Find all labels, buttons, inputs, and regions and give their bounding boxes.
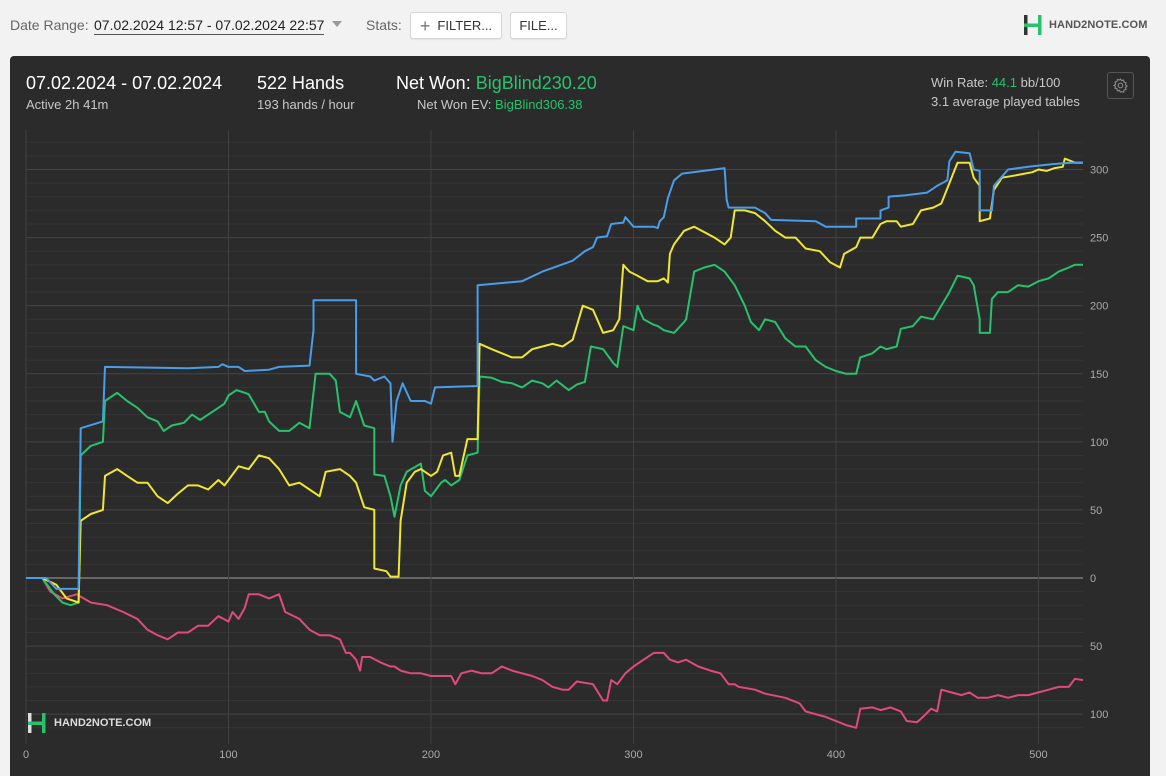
x-tick-label: 100 bbox=[219, 749, 237, 761]
plus-icon: + bbox=[419, 15, 431, 36]
date-summary: 07.02.2024 - 07.02.2024 bbox=[26, 73, 223, 93]
y-tick-label: 200 bbox=[1090, 301, 1108, 313]
settings-button[interactable] bbox=[1107, 72, 1134, 99]
win-rate: Win Rate: 44.1 bb/100 bbox=[931, 75, 1060, 90]
hands-count: 522 Hands bbox=[257, 73, 345, 93]
net-won-label: Net Won: bbox=[396, 73, 471, 93]
y-tick-label: 100 bbox=[1090, 437, 1108, 449]
y-tick-label: 100 bbox=[1090, 709, 1108, 721]
win-rate-value: 44.1 bbox=[991, 75, 1018, 90]
date-range-select[interactable]: 07.02.2024 12:57 - 07.02.2024 22:57 bbox=[94, 17, 325, 35]
y-tick-label: 300 bbox=[1090, 165, 1108, 177]
date-range-label: Date Range: bbox=[10, 17, 89, 33]
filter-button-label: FILTER... bbox=[437, 18, 493, 33]
active-time: Active 2h 41m bbox=[26, 97, 109, 112]
y-tick-label: 150 bbox=[1090, 369, 1108, 381]
win-rate-label: Win Rate: bbox=[931, 75, 989, 90]
filter-button[interactable]: + FILTER... bbox=[410, 12, 502, 39]
x-tick-label: 0 bbox=[23, 749, 29, 761]
hand2note-logo-icon bbox=[1024, 15, 1042, 35]
net-won-ev-label: Net Won EV: bbox=[417, 97, 492, 112]
chart-watermark: HAND2NOTE.COM bbox=[26, 712, 151, 734]
y-tick-label: 50 bbox=[1090, 641, 1102, 653]
graph-panel: 07.02.2024 - 07.02.2024 Active 2h 41m 52… bbox=[10, 56, 1150, 776]
brand-logo: HAND2NOTE.COM bbox=[1022, 14, 1147, 36]
stats-label: Stats: bbox=[366, 17, 402, 33]
brand-name: HAND2NOTE.COM bbox=[1049, 19, 1148, 31]
x-tick-label: 500 bbox=[1029, 749, 1047, 761]
net-won-ev: Net Won EV: BigBlind306.38 bbox=[417, 97, 583, 112]
toolbar: Date Range: 07.02.2024 12:57 - 07.02.202… bbox=[0, 0, 1166, 54]
file-button[interactable]: FILE... bbox=[510, 12, 567, 39]
x-tick-label: 300 bbox=[624, 749, 642, 761]
series-line-blue bbox=[26, 150, 1083, 590]
chevron-down-icon[interactable] bbox=[332, 21, 342, 27]
net-won-ev-value: BigBlind306.38 bbox=[495, 97, 583, 112]
y-tick-label: 50 bbox=[1090, 505, 1102, 517]
y-tick-label: 0 bbox=[1090, 573, 1096, 585]
win-rate-unit: bb/100 bbox=[1020, 75, 1061, 90]
y-tick-label: 250 bbox=[1090, 233, 1108, 245]
series-line-green bbox=[26, 263, 1083, 607]
watermark-text: HAND2NOTE.COM bbox=[54, 717, 152, 729]
net-won: Net Won: BigBlind230.20 bbox=[396, 73, 597, 94]
x-tick-label: 200 bbox=[422, 749, 440, 761]
file-button-label: FILE... bbox=[519, 18, 558, 33]
average-tables: 3.1 average played tables bbox=[931, 94, 1080, 109]
gear-icon bbox=[1112, 78, 1128, 93]
hand2note-watermark-icon bbox=[28, 713, 46, 733]
series-line-yellow bbox=[26, 157, 1083, 604]
x-tick-label: 400 bbox=[827, 749, 845, 761]
hands-per-hour: 193 hands / hour bbox=[257, 97, 355, 112]
net-won-value: BigBlind230.20 bbox=[475, 73, 597, 93]
series-line-pink bbox=[26, 577, 1084, 729]
